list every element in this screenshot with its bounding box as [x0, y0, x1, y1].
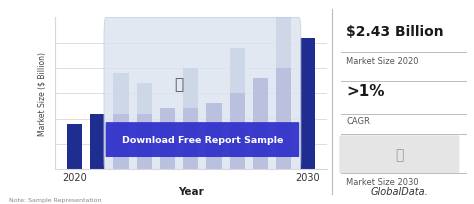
Text: 🔒: 🔒: [395, 147, 403, 161]
Bar: [90, 114, 105, 169]
Text: Note: Sample Representation: Note: Sample Representation: [9, 197, 102, 202]
Bar: [67, 124, 82, 169]
Bar: [253, 79, 268, 169]
Bar: [113, 114, 128, 169]
X-axis label: Year: Year: [178, 186, 204, 196]
Text: CAGR: CAGR: [346, 116, 370, 125]
Text: Market Size 2030: Market Size 2030: [346, 177, 419, 186]
Bar: [230, 94, 245, 169]
Y-axis label: Market Size ($ Billion): Market Size ($ Billion): [38, 52, 47, 136]
Text: 🔒: 🔒: [174, 76, 184, 91]
Bar: [183, 69, 198, 109]
FancyBboxPatch shape: [339, 136, 459, 173]
Bar: [137, 114, 152, 169]
Bar: [276, 13, 292, 69]
Bar: [230, 49, 245, 94]
Bar: [160, 109, 175, 169]
Bar: [183, 109, 198, 169]
Text: Market Size 2020: Market Size 2020: [346, 57, 419, 66]
Bar: [137, 84, 152, 114]
Text: Download Free Report Sample: Download Free Report Sample: [122, 135, 283, 144]
Text: >1%: >1%: [346, 84, 385, 99]
FancyBboxPatch shape: [104, 18, 301, 176]
Bar: [300, 39, 315, 169]
Text: $2.43 Billion: $2.43 Billion: [346, 24, 444, 38]
Text: GlobalData.: GlobalData.: [371, 186, 428, 196]
Bar: [276, 69, 292, 169]
Bar: [113, 74, 128, 114]
Bar: [207, 104, 222, 169]
FancyBboxPatch shape: [106, 123, 299, 157]
